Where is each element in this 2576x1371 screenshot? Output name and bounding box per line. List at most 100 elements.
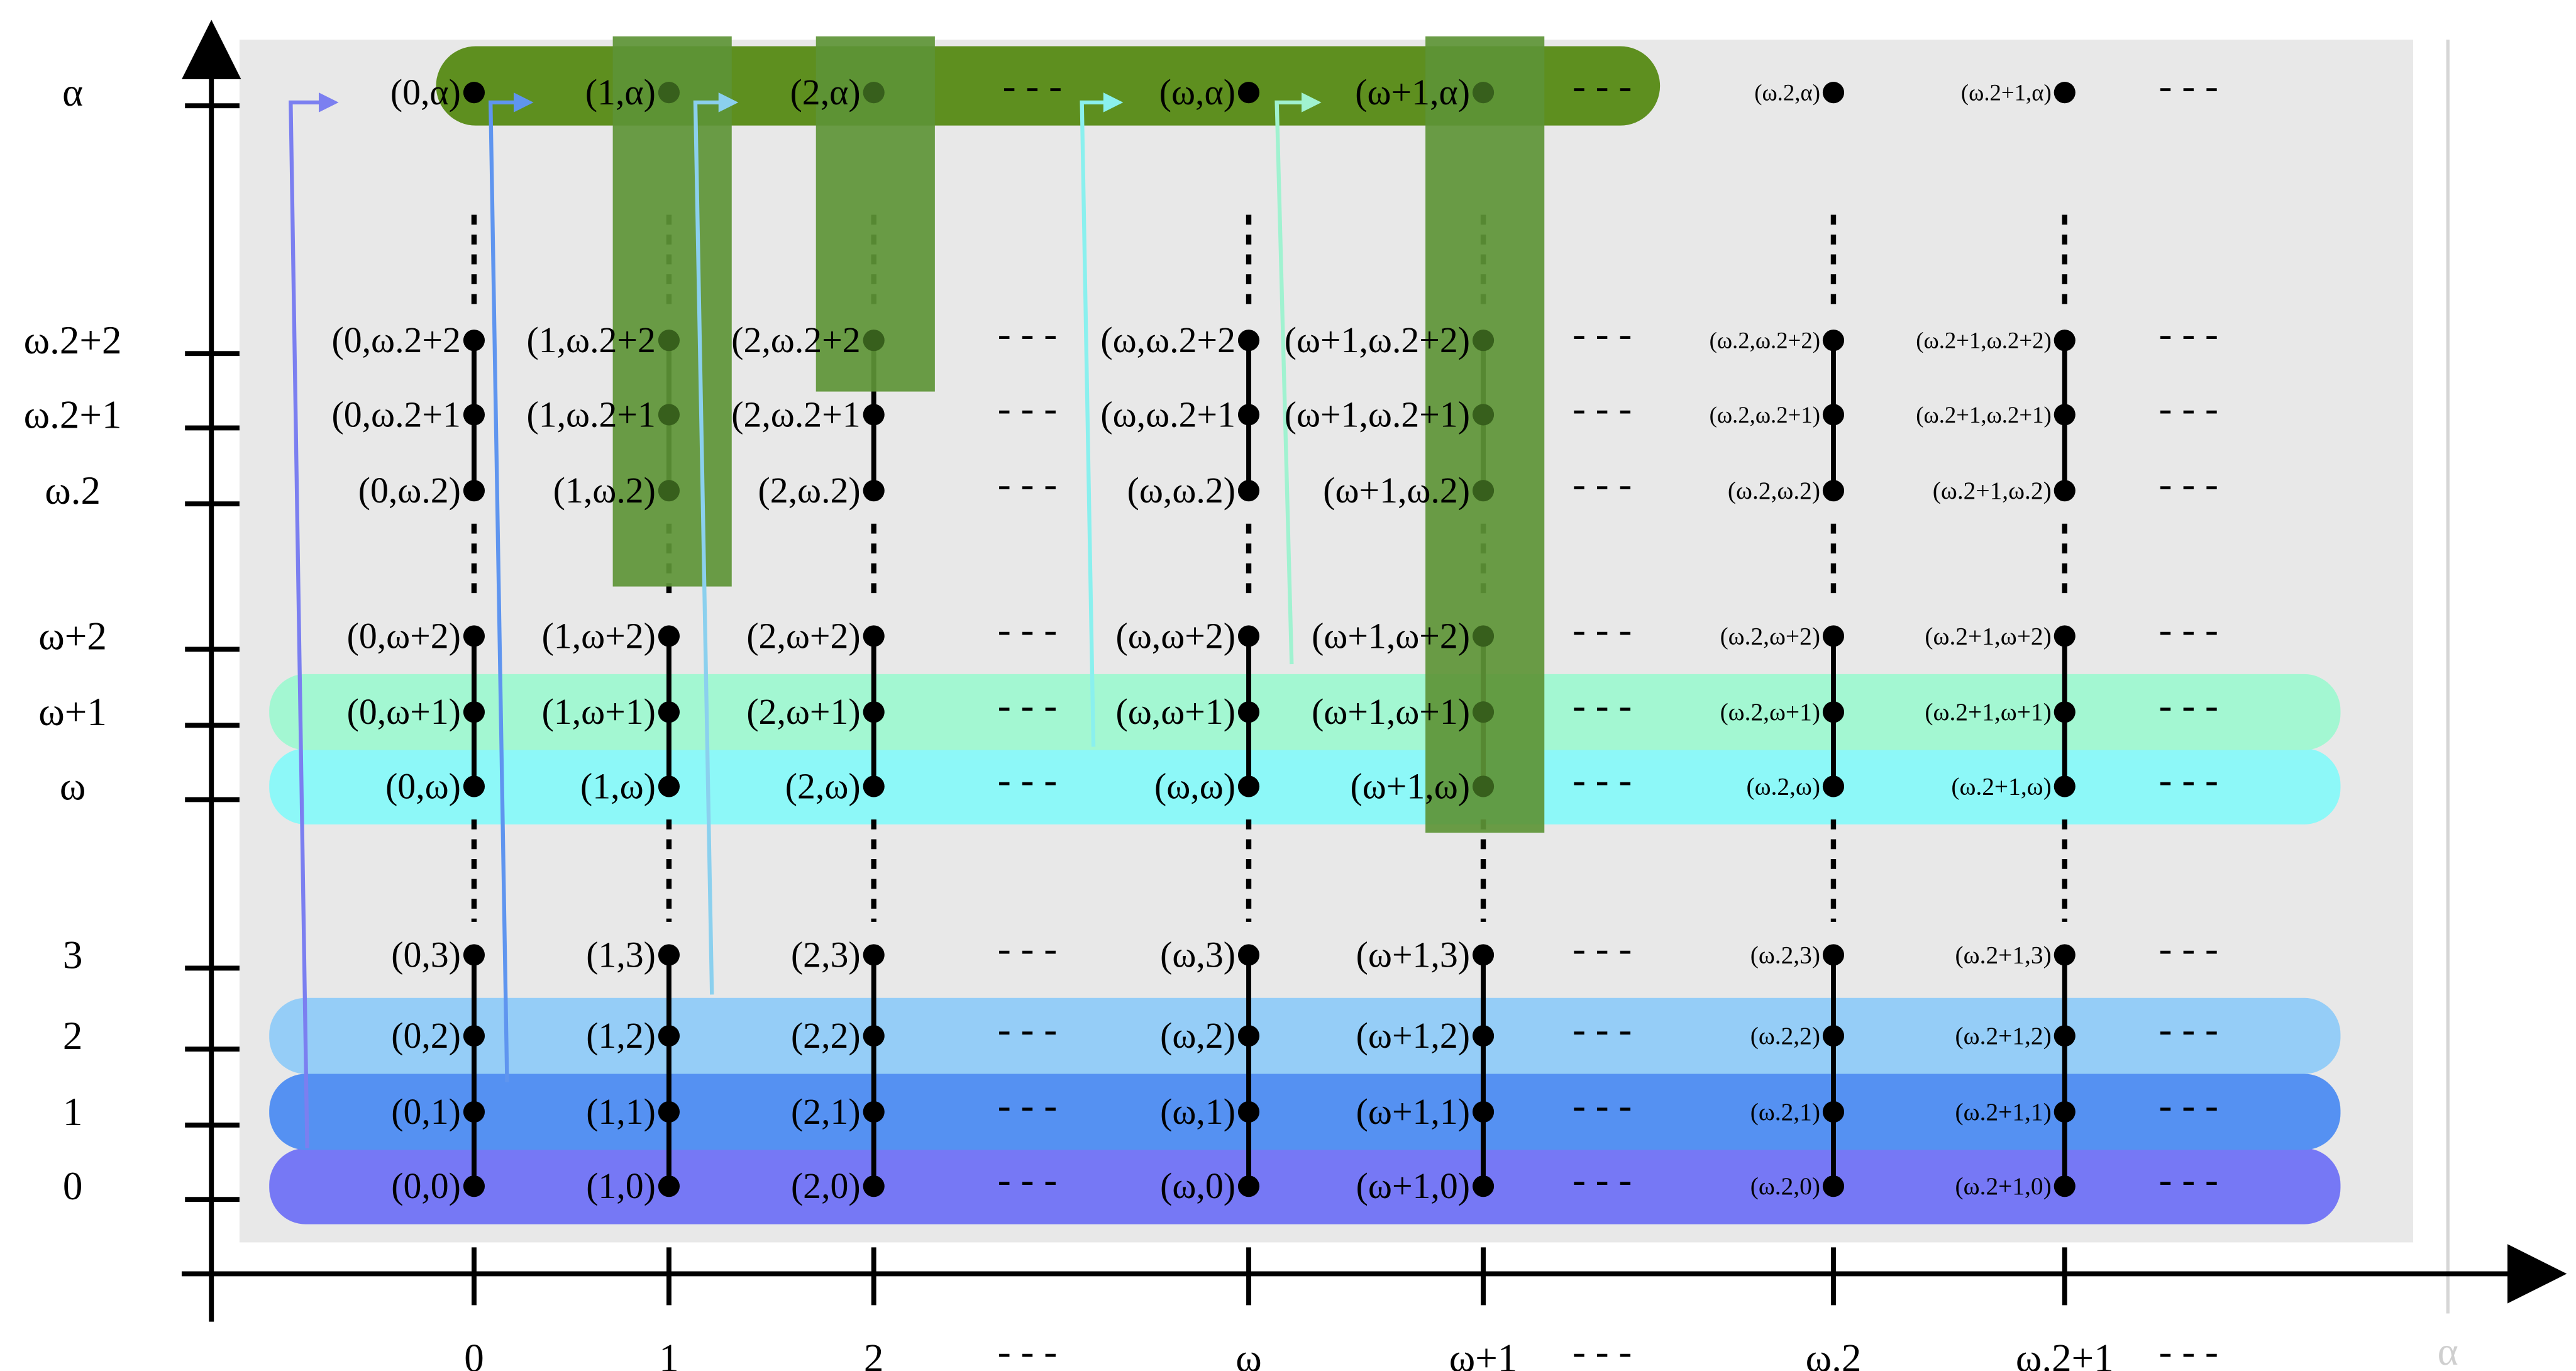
point-2-3 [863,944,885,966]
point-0-10 [463,82,485,104]
point-0-3 [463,944,485,966]
pair-label-2-7: (2,ω.2) [758,470,860,511]
row-ellipsis-5-0: - - - [998,684,1058,728]
arrow-omega-plus-1-line [1274,100,1305,665]
pair-label-2-5: (2,ω+1) [746,692,860,732]
row-ellipsis-0-0: - - - [998,1158,1058,1202]
row-band-omega-plus-1 [269,674,2341,750]
point-5-7 [1822,480,1845,502]
row-ellipsis-7-2: - - - [2159,462,2219,506]
point-2-7 [863,480,885,502]
point-5-4 [1822,775,1845,797]
y-axis-label-7: ω.2 [45,469,101,513]
arrow-0-line [289,100,323,1148]
point-4-2 [1472,1025,1495,1047]
point-5-0 [1822,1175,1845,1197]
point-4-10 [1472,82,1495,104]
pair-label-4-3: (ω+1,3) [1356,935,1470,975]
x-axis-label-2: 2 [864,1336,884,1371]
point-5-2 [1822,1025,1845,1047]
pair-label-6-0: (ω.2+1,0) [1955,1172,2052,1200]
pair-label-1-5: (1,ω+1) [542,692,656,732]
y-axis-label-8: ω.2+1 [24,392,122,436]
row-ellipsis-8-0: - - - [998,386,1058,430]
pair-label-0-7: (0,ω.2) [358,470,461,511]
point-3-4 [1237,775,1260,797]
pair-label-0-4: (0,ω) [385,766,461,806]
arrow-1-head [513,92,534,113]
point-5-5 [1822,701,1845,723]
pair-label-6-10: (ω.2+1,α) [1961,80,2052,106]
point-4-9 [1472,330,1495,352]
row-ellipsis-4-0: - - - [998,758,1058,802]
x-axis-label-0: 0 [464,1336,484,1371]
x-axis-label-8: ω.2+1 [2016,1336,2114,1371]
pair-label-6-4: (ω.2+1,ω) [1951,772,2051,800]
pair-label-5-5: (ω.2,ω+1) [1720,698,1820,726]
pair-label-6-9: (ω.2+1,ω.2+2) [1916,328,2051,353]
pair-label-5-2: (ω.2,2) [1750,1022,1820,1050]
arrow-omega-head [1103,92,1124,113]
axes-layer: 0 1 2 3 ω ω+1 ω+2 ω.2 ω.2+1 ω.2+2 α 0 1 2 - - - ω ω+1 - -… [24,19,2567,1371]
row-ellipsis-7-1: - - - [1573,462,1632,506]
x-axis-ellipsis-3: - - - [998,1329,1058,1371]
y-axis-label-2: 2 [63,1014,83,1058]
point-2-4 [863,775,885,797]
row-ellipsis-3-0: - - - [998,926,1058,970]
x-axis-ellipsis-9: - - - [2159,1329,2219,1371]
pair-label-0-0: (0,0) [391,1166,461,1206]
row-ellipsis-9-1: - - - [1573,312,1632,356]
point-6-5 [2054,701,2076,723]
pair-label-0-10: (0,α) [390,72,461,113]
point-4-4 [1472,775,1495,797]
point-5-8 [1822,404,1845,426]
point-6-8 [2054,404,2076,426]
point-0-7 [463,480,485,502]
pair-label-4-6: (ω+1,ω+2) [1312,616,1470,656]
row-band-0 [269,1148,2341,1224]
row-ellipsis-3-2: - - - [2159,926,2219,970]
point-1-4 [658,775,680,797]
point-1-5 [658,701,680,723]
pair-label-5-10: (ω.2,α) [1754,80,1820,106]
pair-label-5-7: (ω.2,ω.2) [1728,477,1820,504]
point-1-6 [658,625,680,647]
arrow-0-head [319,92,339,113]
row-ellipsis-10-2: - - - [2159,64,2219,108]
point-5-3 [1822,944,1845,966]
y-axis-label-6: ω+2 [38,614,107,658]
pair-label-2-0: (2,0) [791,1166,861,1206]
pair-label-4-5: (ω+1,ω+1) [1312,692,1470,732]
pair-label-1-1: (1,1) [586,1092,656,1132]
y-axis-label-1: 1 [63,1090,83,1134]
row-ellipsis-2-0: - - - [998,1007,1058,1052]
pair-label-6-8: (ω.2+1,ω.2+1) [1916,402,2051,428]
x-axis-label-1: 1 [659,1336,679,1371]
pair-label-2-1: (2,1) [791,1092,861,1132]
pair-label-1-0: (1,0) [586,1166,656,1206]
pair-label-4-0: (ω+1,0) [1356,1166,1470,1206]
pair-label-0-2: (0,2) [391,1016,461,1056]
pair-label-3-3: (ω,3) [1160,935,1235,975]
point-0-0 [463,1175,485,1197]
pair-label-3-7: (ω,ω.2) [1127,470,1235,511]
row-ellipsis-0-1: - - - [1573,1158,1632,1202]
pair-label-2-9: (2,ω.2+2 [731,320,860,360]
pair-label-1-6: (1,ω+2) [542,616,656,656]
pair-label-5-6: (ω.2,ω+2) [1720,622,1820,650]
pair-label-3-5: (ω,ω+1) [1116,692,1235,732]
point-0-2 [463,1025,485,1047]
row-ellipsis-6-1: - - - [1573,608,1632,652]
pair-label-2-4: (2,ω) [785,766,861,806]
pair-label-3-10: (ω,α) [1159,72,1235,113]
pair-label-6-3: (ω.2+1,3) [1955,941,2052,969]
x-axis-end-label: α [2438,1329,2458,1371]
row-ellipsis-0-2: - - - [2159,1158,2219,1202]
pair-label-0-1: (0,1) [391,1092,461,1132]
point-6-10 [2054,82,2076,104]
pair-label-0-9: (0,ω.2+2 [331,320,460,360]
point-2-6 [863,625,885,647]
arrow-omega-line [1080,100,1107,747]
row-ellipsis-9-0: - - - [998,312,1058,356]
pair-label-6-2: (ω.2+1,2) [1955,1022,2052,1050]
